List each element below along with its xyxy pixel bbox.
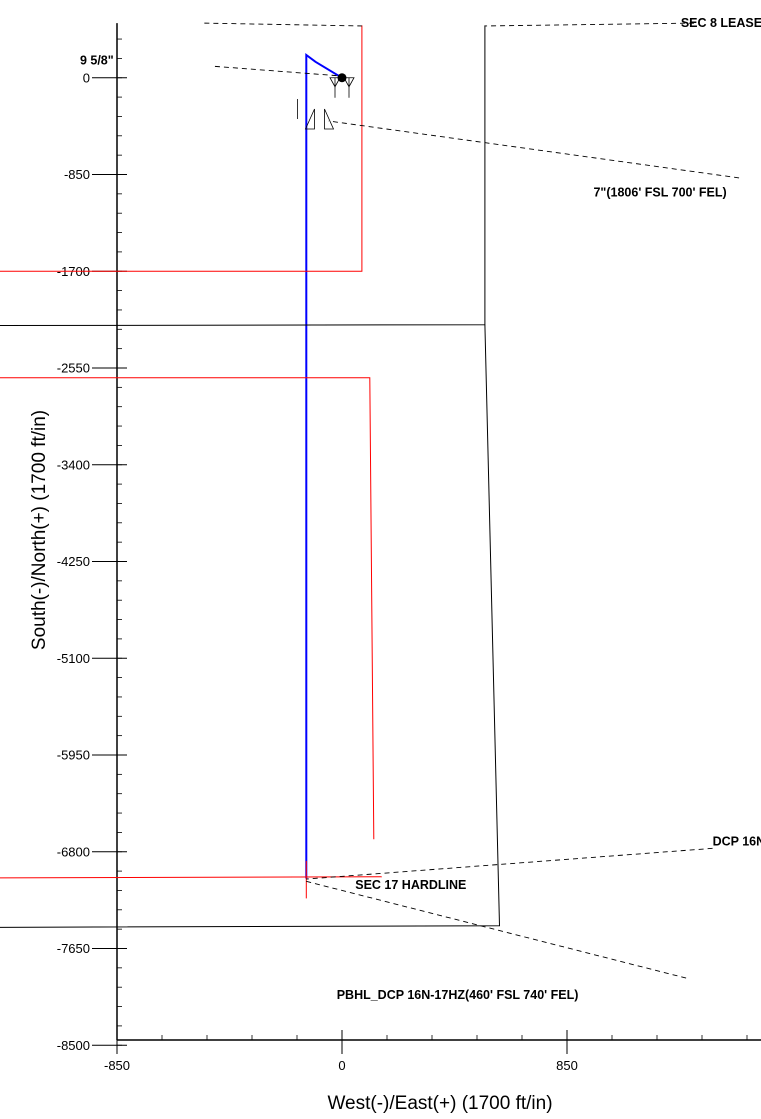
y-tick-label: -2550 — [57, 361, 90, 376]
label-sec-17-hardline: SEC 17 HARDLINE — [355, 878, 466, 892]
label-7-1806-fsl-700-fel: 7"(1806' FSL 700' FEL) — [593, 186, 726, 200]
x-axis-title: West(-)/East(+) (1700 ft/in) — [327, 1093, 552, 1114]
y-axis-title: South(-)/North(+) (1700 ft/in) — [29, 410, 50, 650]
y-tick-label: -7650 — [57, 941, 90, 956]
series-segment — [0, 876, 382, 879]
leader-line — [328, 120, 740, 179]
y-tick-label: -8500 — [57, 1038, 90, 1053]
leader-line — [306, 880, 687, 979]
label-sec-8-lease-line: SEC 8 LEASE LINE — [681, 16, 761, 30]
y-tick-label: 0 — [83, 70, 90, 85]
label-dcp-16n-17hz: DCP 16N-17HZ — [713, 835, 761, 849]
annotations-layer: SEC 8 HARDLINESEC 8 LEASE LINE9 5/8"7"(1… — [80, 16, 761, 1002]
casing-7-icon — [304, 108, 335, 130]
y-tick-label: -5100 — [57, 651, 90, 666]
y-tick-label: -3400 — [57, 457, 90, 472]
y-tick-label: -850 — [64, 167, 90, 182]
x-tick-label: 0 — [338, 1058, 345, 1073]
y-tick-label: -4250 — [57, 554, 90, 569]
series-layer — [0, 25, 501, 928]
label-pbhl-dcp-16n-17hz-460-fsl-740-fel: PBHL_DCP 16N-17HZ(460' FSL 740' FEL) — [337, 988, 579, 1002]
y-tick-label: -6800 — [57, 844, 90, 859]
x-tick-label: -850 — [104, 1058, 130, 1073]
leader-line — [484, 22, 695, 27]
series-segment — [0, 324, 501, 928]
axes: 0-850-1700-2550-3400-4250-5100-5950-6800… — [57, 23, 761, 1073]
series-dcp-16n-17hz — [305, 53, 343, 879]
leader-line — [204, 22, 362, 27]
leader-line — [214, 65, 343, 77]
casing-point-marker — [337, 73, 347, 83]
y-tick-label: -5950 — [57, 748, 90, 763]
label-9-5-8: 9 5/8" — [80, 54, 114, 68]
series-sec-8-hardline — [0, 25, 363, 272]
x-tick-label: 850 — [556, 1058, 578, 1073]
leader-line — [306, 847, 713, 880]
series-sec-17-hardline — [0, 377, 375, 840]
